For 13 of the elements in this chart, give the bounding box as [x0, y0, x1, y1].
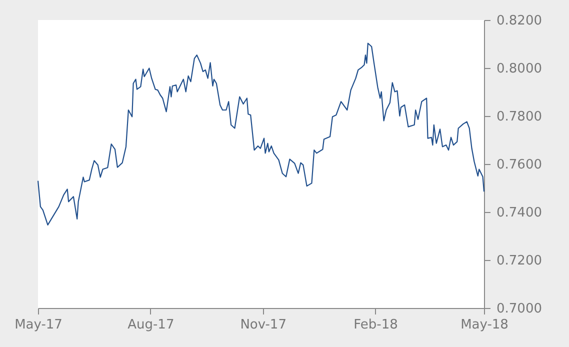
x-tick-label: Feb-18 [354, 318, 398, 332]
y-tick-label: 0.7000 [496, 302, 542, 316]
y-tick-label: 0.7600 [496, 158, 542, 172]
y-tick-label: 0.7800 [496, 110, 542, 124]
x-tick-label: May-18 [460, 318, 508, 332]
y-tick-label: 0.7200 [496, 254, 542, 268]
line-series [37, 42, 485, 226]
y-tick-label: 0.8000 [496, 62, 542, 76]
y-tick-label: 0.8200 [496, 14, 542, 28]
x-tick-label: Nov-17 [240, 318, 286, 332]
x-tick-label: Aug-17 [128, 318, 174, 332]
y-tick-label: 0.7400 [496, 206, 542, 220]
x-tick-label: May-17 [14, 318, 62, 332]
